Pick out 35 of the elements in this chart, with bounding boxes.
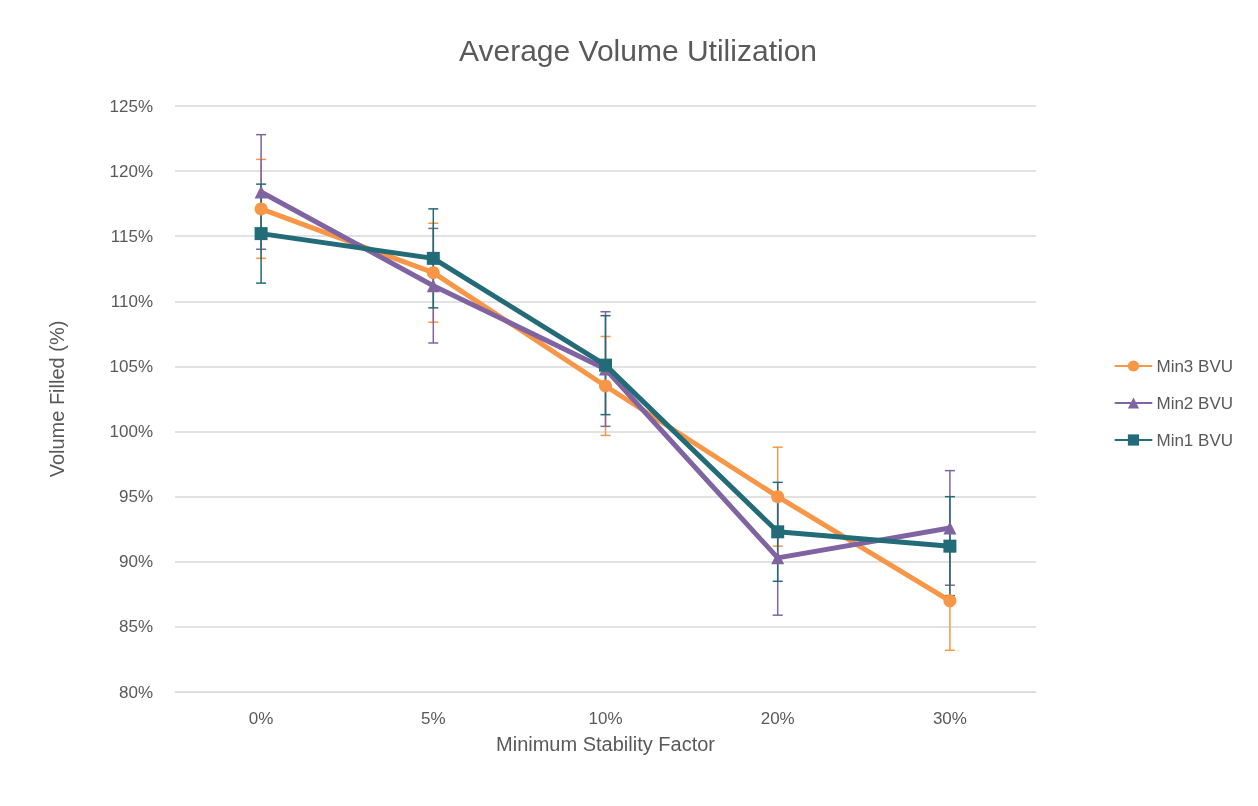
x-tick-label: 0% xyxy=(248,709,274,728)
legend-label: Min2 BVU xyxy=(1156,393,1234,413)
y-tick-label: 90% xyxy=(118,552,153,572)
y-axis-title: Volume Filled (%) xyxy=(46,320,68,478)
point xyxy=(771,551,785,565)
legend-label: Min3 BVU xyxy=(1156,356,1234,376)
point xyxy=(254,202,268,216)
point xyxy=(254,185,268,199)
point xyxy=(771,525,785,539)
point xyxy=(426,266,440,280)
y-tick-label: 110% xyxy=(110,291,153,311)
legend-label: Min1 BVU xyxy=(1156,430,1234,450)
x-axis-title: Minimum Stability Factor xyxy=(496,733,716,755)
point xyxy=(426,251,440,265)
point xyxy=(943,594,957,608)
point xyxy=(426,279,440,293)
x-tick-label: 30% xyxy=(932,709,967,728)
x-tick-label: 10% xyxy=(588,709,623,728)
point xyxy=(943,539,957,553)
point xyxy=(943,521,957,535)
point xyxy=(599,358,612,372)
y-tick-label: 120% xyxy=(109,161,153,181)
y-tick-label: 100% xyxy=(109,422,153,442)
chart-title: Average Volume Utilization xyxy=(459,33,817,67)
y-tick-label: 85% xyxy=(118,617,153,637)
x-tick-label: 20% xyxy=(760,709,795,728)
y-tick-label: 125% xyxy=(109,96,153,116)
x-tick-label: 5% xyxy=(421,709,446,728)
point xyxy=(599,379,612,393)
y-tick-label: 95% xyxy=(118,487,153,507)
point xyxy=(771,490,785,504)
y-tick-label: 115% xyxy=(110,226,153,246)
point xyxy=(254,227,268,241)
y-tick-label: 105% xyxy=(109,356,153,376)
y-tick-label: 80% xyxy=(118,682,153,702)
